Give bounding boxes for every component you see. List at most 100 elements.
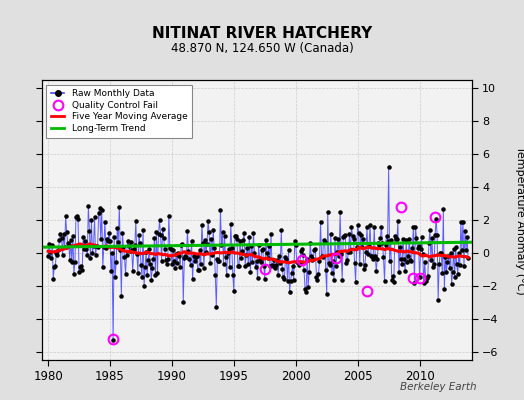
Point: [338, 276, 346, 283]
Point: [75, 269, 83, 276]
Point: [50, 264, 59, 270]
Point: [147, 276, 156, 283]
Point: [241, 262, 249, 269]
Point: [185, 256, 194, 262]
Point: [293, 259, 302, 266]
Point: [222, 272, 231, 278]
Point: [184, 248, 193, 254]
Point: [287, 278, 295, 284]
Point: [207, 236, 215, 242]
Point: [319, 254, 327, 260]
Point: [407, 258, 416, 264]
Point: [180, 254, 189, 261]
Point: [386, 258, 394, 264]
Point: [209, 226, 217, 233]
Point: [272, 262, 280, 268]
Point: [300, 266, 308, 273]
Point: [395, 269, 403, 276]
Point: [70, 271, 78, 277]
Point: [194, 267, 203, 273]
Point: [234, 263, 242, 269]
Point: [259, 262, 268, 269]
Point: [398, 261, 406, 267]
Point: [357, 244, 366, 250]
Point: [357, 232, 365, 239]
Point: [220, 260, 228, 267]
Point: [432, 216, 440, 222]
Point: [392, 236, 401, 242]
Point: [212, 304, 221, 310]
Point: [292, 259, 301, 266]
Point: [69, 233, 77, 239]
Point: [203, 241, 211, 247]
Point: [429, 264, 437, 270]
Point: [136, 240, 144, 246]
Point: [219, 229, 227, 236]
Point: [130, 242, 139, 249]
Point: [192, 252, 201, 259]
Point: [128, 268, 137, 274]
Point: [274, 272, 282, 278]
Point: [55, 237, 63, 243]
Point: [381, 242, 390, 248]
Point: [336, 209, 344, 215]
Point: [232, 233, 240, 239]
Point: [125, 248, 134, 254]
Point: [282, 256, 291, 263]
Point: [256, 257, 264, 263]
Point: [145, 246, 154, 252]
Point: [271, 265, 279, 272]
Point: [139, 226, 147, 233]
Point: [362, 248, 370, 255]
Point: [155, 230, 163, 237]
Point: [442, 269, 451, 275]
Point: [323, 208, 332, 215]
Point: [373, 256, 381, 262]
Point: [304, 284, 312, 290]
Point: [384, 238, 392, 244]
Point: [419, 251, 427, 257]
Point: [253, 258, 261, 264]
Point: [266, 262, 274, 269]
Point: [370, 224, 378, 230]
Point: [318, 252, 326, 259]
Point: [249, 230, 258, 236]
Point: [201, 236, 209, 243]
Point: [159, 234, 168, 241]
Point: [97, 207, 106, 214]
Point: [51, 263, 60, 270]
Point: [73, 212, 81, 219]
Point: [211, 272, 220, 278]
Point: [175, 253, 183, 260]
Point: [454, 271, 462, 278]
Point: [350, 235, 358, 242]
Text: NITINAT RIVER HATCHERY: NITINAT RIVER HATCHERY: [152, 26, 372, 41]
Point: [297, 248, 305, 254]
Point: [104, 238, 112, 244]
Point: [413, 244, 422, 251]
Point: [387, 236, 395, 243]
Point: [85, 228, 94, 234]
Point: [409, 224, 418, 230]
Point: [264, 255, 272, 261]
Y-axis label: Temperature Anomaly (°C): Temperature Anomaly (°C): [515, 146, 524, 294]
Point: [433, 232, 441, 238]
Point: [92, 243, 101, 250]
Point: [356, 261, 364, 267]
Point: [265, 243, 273, 249]
Point: [64, 242, 73, 248]
Point: [256, 258, 265, 265]
Point: [425, 227, 434, 234]
Point: [106, 238, 114, 244]
Point: [89, 243, 97, 249]
Point: [143, 272, 151, 278]
Point: [307, 252, 315, 259]
Point: [443, 258, 452, 265]
Point: [371, 253, 379, 259]
Point: [457, 246, 466, 253]
Point: [110, 234, 118, 240]
Point: [123, 238, 132, 245]
Point: [420, 280, 428, 286]
Point: [363, 224, 371, 230]
Point: [427, 257, 435, 263]
